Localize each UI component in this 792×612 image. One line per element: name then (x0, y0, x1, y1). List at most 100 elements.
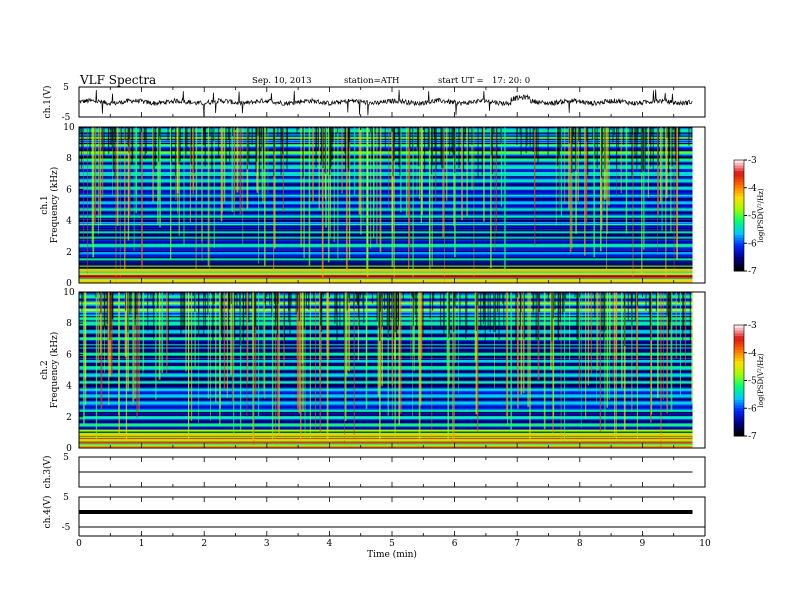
ch1-colorbar-cell (734, 218, 744, 222)
ch2-sferic (296, 292, 299, 409)
ch2-dark-stripe (631, 292, 633, 303)
ch1-sferic (327, 127, 330, 263)
ch2-dark-stripe (489, 292, 491, 333)
ch1-freq-band (79, 195, 693, 197)
ch1-dark-stripe (650, 127, 652, 167)
ch2-dark-stripe (563, 292, 565, 312)
ch1-sferic (116, 127, 119, 226)
ch1-colorbar-cell (734, 207, 744, 211)
ch2-freq-band (79, 306, 693, 308)
ch1-freq-band (79, 255, 693, 258)
ch1-freq-band (79, 271, 693, 273)
ch2-colorbar-cell (734, 333, 744, 337)
ch1-sferic (178, 127, 180, 236)
ch2-freq-band (79, 388, 693, 391)
ch1-sferic (273, 127, 275, 270)
ch1-sferic (183, 127, 185, 247)
ch1-dark-stripe (286, 127, 288, 170)
ch1-freq-band (79, 264, 693, 266)
ch1-freq-band (79, 210, 693, 212)
ch2-dark-stripe (494, 292, 496, 333)
ch1-sferic (83, 127, 84, 243)
ch1-dark-stripe (110, 127, 112, 145)
ch2-sferic (83, 292, 85, 424)
ch1-dark-stripe (560, 127, 562, 148)
ch2-dark-stripe (482, 292, 485, 325)
ch1-dark-stripe (227, 127, 230, 140)
ch2-freq-band (79, 419, 693, 422)
ch1-colorbar-cell (734, 193, 744, 197)
ch1-colorbar-label: log(PSD(V²/Hz) (757, 188, 765, 243)
ch2-sferic (319, 292, 322, 434)
ch1-dark-stripe (587, 127, 589, 176)
ch2-colorbar-cell (734, 344, 744, 348)
ch1-dark-stripe (464, 127, 466, 141)
ch2-dark-stripe (459, 292, 461, 330)
ch2-sferic (412, 292, 413, 419)
ch1-dark-stripe (229, 127, 231, 162)
ch1-sferic (358, 127, 361, 215)
ch1-sferic (483, 127, 485, 222)
ch2-freq-band (79, 320, 693, 322)
ch1-freq-band (79, 153, 693, 155)
ch2-colorbar-tick-label: -7 (748, 432, 757, 442)
ch2-sferic (252, 292, 254, 441)
ch2-dark-stripe (532, 292, 534, 316)
ch1-dark-stripe (547, 127, 549, 158)
ch2-sferic (527, 292, 529, 408)
ch1-dark-stripe (604, 127, 606, 169)
ch2-dark-stripe (339, 292, 341, 328)
ch2-freq-band (79, 308, 693, 310)
ch1-freq-band (79, 258, 693, 260)
ch2-dark-stripe (547, 292, 549, 302)
ch1-dark-stripe (280, 127, 282, 176)
ch2-sferic (309, 292, 311, 444)
ch1-dark-stripe (124, 127, 126, 141)
ch1-sferic (345, 127, 348, 273)
ch1-dark-stripe (431, 127, 433, 175)
ch2-dark-stripe (394, 292, 396, 333)
ch1-sferic (264, 127, 266, 266)
ch1-freq-band (79, 185, 693, 187)
ch2-sferic (344, 292, 347, 422)
ch2-colorbar-cell (734, 338, 744, 343)
x-tick-label: 7 (514, 539, 520, 549)
ch2-low-freq-line (79, 441, 693, 444)
ch2-colorbar-cell (734, 380, 744, 384)
ch1-sferic (593, 127, 596, 258)
ch2-dark-stripe (251, 292, 253, 309)
ch2-freq-band (79, 338, 693, 341)
ch1-dark-stripe (645, 127, 647, 147)
ch1-sferic (676, 127, 678, 240)
ch2-sferic (550, 292, 552, 371)
ch2-freq-band (79, 314, 693, 317)
ch2-freq-band (79, 336, 693, 339)
ch2-dark-stripe (552, 292, 555, 319)
ch1-sferic (444, 127, 445, 282)
ch1-y-tick-label: 10 (63, 123, 75, 133)
ch2-dark-stripe (574, 292, 576, 298)
ch1-freq-band (79, 184, 693, 186)
ch2-sferic (97, 292, 100, 364)
ch2-freq-band (79, 339, 693, 342)
ch1-sferic (196, 127, 198, 201)
ch1-sferic (341, 127, 343, 194)
ch1-dark-stripe (657, 127, 659, 166)
ch2-sferic (138, 292, 140, 412)
ch1-freq-band (79, 181, 693, 183)
ch1-colorbar-cell (734, 190, 744, 194)
ch2-freq-band (79, 387, 693, 390)
ch2-sferic (118, 292, 120, 416)
ch2-dark-stripe (134, 292, 136, 326)
ch1-low-freq-line (79, 273, 693, 276)
ch2-dark-stripe (222, 292, 224, 342)
ch2-colorbar-cell (734, 411, 744, 415)
ch1-colorbar-cell (734, 248, 744, 253)
ch2-dark-stripe (477, 292, 479, 306)
ch1-colorbar-cell (734, 251, 744, 255)
ch2-freq-band (79, 437, 693, 439)
ch1-sferic (231, 127, 233, 212)
ch1-sferic (221, 127, 223, 213)
ch2-colorbar-cell (734, 361, 744, 365)
ch2-sferic (326, 292, 329, 439)
